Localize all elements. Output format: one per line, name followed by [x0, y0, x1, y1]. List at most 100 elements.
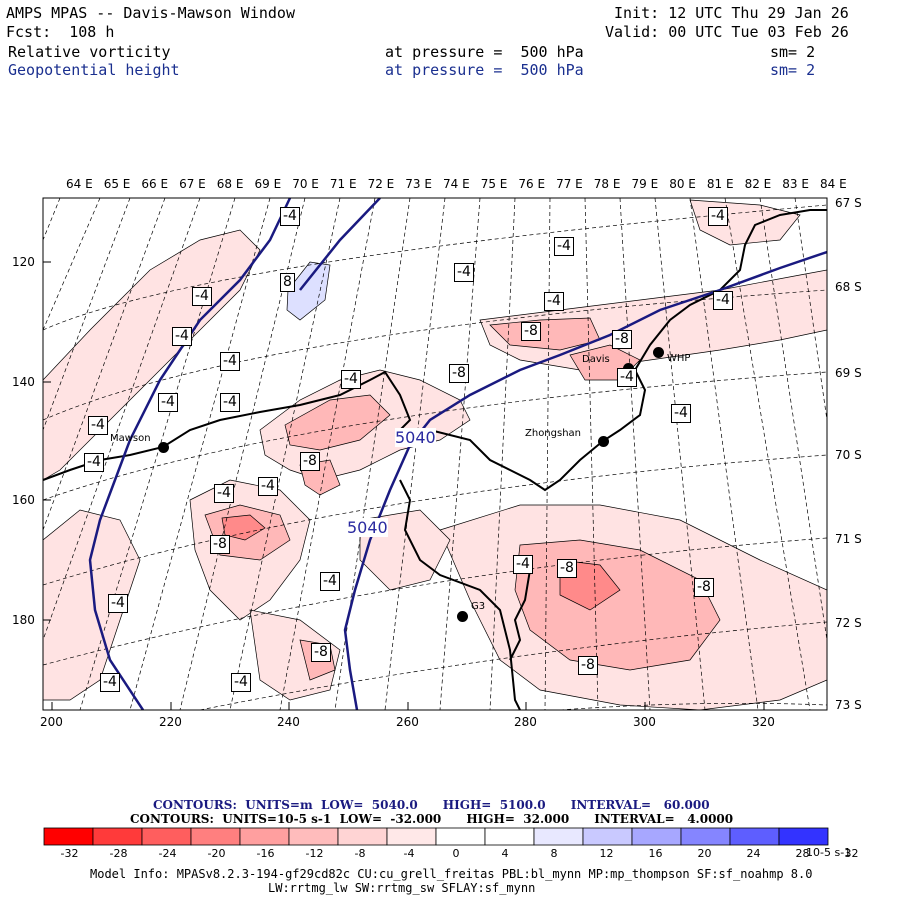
- latitude-label: 67 S: [835, 196, 862, 210]
- field2-smooth: sm= 2: [770, 61, 816, 79]
- longitude-label: 84 E: [820, 177, 847, 191]
- graticule: [43, 198, 827, 710]
- colorbar-segment: [337, 827, 388, 846]
- field1-smooth: sm= 2: [770, 43, 816, 61]
- latitude-label: 73 S: [835, 698, 862, 712]
- station-dot: [457, 611, 468, 622]
- longitude-label: 80 E: [669, 177, 696, 191]
- longitude-label: 71 E: [329, 177, 357, 191]
- vorticity-contour-label: -4: [108, 594, 128, 613]
- colorbar-segment: [729, 827, 780, 846]
- vorticity-contour-label: -8: [578, 656, 598, 675]
- field1-pressure: at pressure = 500 hPa: [385, 43, 584, 61]
- colorbar-tick: 12: [599, 847, 614, 860]
- longitude-label: 66 E: [141, 177, 169, 191]
- x-axis-label: 320: [752, 715, 775, 729]
- colorbar: [43, 827, 829, 846]
- vorticity-contour-label: -4: [220, 352, 240, 371]
- longitude-label: 72 E: [367, 177, 395, 191]
- field1-name: Relative vorticity: [8, 43, 171, 61]
- vorticity-contour-label: -4: [320, 572, 340, 591]
- x-axis-label: 200: [40, 715, 63, 729]
- vorticity-contour-label: -8: [449, 364, 469, 383]
- colorbar-segment: [190, 827, 241, 846]
- vorticity-contour-label: -4: [713, 291, 733, 310]
- colorbar-segment: [778, 827, 829, 846]
- station-label: G3: [471, 601, 486, 612]
- positive-vorticity-shading: [286, 261, 331, 321]
- colorbar-tick: -12: [305, 847, 324, 860]
- station-label: Zhongshan: [525, 428, 582, 439]
- vorticity-contour-label: -4: [158, 393, 178, 412]
- height-contour-info: CONTOURS: UNITS=m LOW= 5040.0 HIGH= 5100…: [153, 798, 710, 812]
- longitude-label: 81 E: [706, 177, 734, 191]
- longitude-label: 69 E: [254, 177, 282, 191]
- colorbar-tick: 16: [648, 847, 663, 860]
- x-axis-label: 220: [159, 715, 182, 729]
- latitude-label: 72 S: [835, 616, 862, 630]
- vorticity-contour-label: -8: [300, 452, 320, 471]
- colorbar-segment: [484, 827, 535, 846]
- height-contour-label: 5040: [347, 518, 388, 537]
- model-info-line1: Model Info: MPASv8.2.3-194-gf29cd82c CU:…: [90, 867, 813, 881]
- colorbar-unit: 10-5 s-1: [806, 846, 852, 859]
- colorbar-segment: [533, 827, 584, 846]
- colorbar-tick: -24: [158, 847, 177, 860]
- longitude-label: 75 E: [480, 177, 508, 191]
- longitude-label: 65 E: [103, 177, 131, 191]
- longitude-label: 67 E: [179, 177, 206, 191]
- x-axis-label: 300: [633, 715, 656, 729]
- colorbar-tick: 20: [697, 847, 712, 860]
- plot-frame: [42, 197, 828, 711]
- vorticity-contour-label: -4: [214, 484, 234, 503]
- field2-name: Geopotential height: [8, 61, 180, 79]
- vorticity-contour-label: -4: [513, 555, 533, 574]
- x-axis-label: 260: [396, 715, 419, 729]
- vorticity-contour-label: -4: [554, 237, 574, 256]
- vorticity-contour-label: -8: [210, 535, 230, 554]
- model-info-line2: LW:rrtmg_lw SW:rrtmg_sw SFLAY:sf_mynn: [268, 881, 536, 895]
- height-contour-label: 5040: [395, 428, 436, 447]
- vorticity-contour-label: -4: [88, 416, 108, 435]
- vorticity-contour-label: -4: [341, 370, 361, 389]
- y-axis-label: 180: [12, 613, 35, 627]
- init-time: Init: 12 UTC Thu 29 Jan 26: [614, 4, 849, 22]
- x-axis-label: 280: [514, 715, 537, 729]
- station-label: WHP: [667, 353, 691, 364]
- vorticity-contour-label: -4: [220, 393, 240, 412]
- colorbar-tick: 28: [795, 847, 810, 860]
- vorticity-contour-label: -4: [172, 327, 192, 346]
- colorbar-tick: -8: [354, 847, 366, 860]
- vorticity-contour-label: -8: [612, 330, 632, 349]
- y-axis-label: 160: [12, 493, 35, 507]
- vorticity-contour-label: -8: [694, 578, 714, 597]
- vorticity-contour-label: -4: [258, 477, 278, 496]
- y-axis-label: 120: [12, 255, 35, 269]
- longitude-label: 78 E: [593, 177, 621, 191]
- colorbar-tick: 8: [550, 847, 558, 860]
- station-label: Davis: [582, 354, 610, 365]
- field2-pressure: at pressure = 500 hPa: [385, 61, 584, 79]
- colorbar-segment: [386, 827, 437, 846]
- height-contours: [88, 198, 827, 710]
- station-label: Mawson: [110, 433, 151, 444]
- vorticity-contour-label: -4: [231, 673, 251, 692]
- colorbar-tick: 24: [746, 847, 761, 860]
- latitude-label: 68 S: [835, 280, 862, 294]
- colorbar-segment: [92, 827, 143, 846]
- longitude-label: 77 E: [556, 177, 583, 191]
- colorbar-tick: -20: [207, 847, 226, 860]
- colorbar-tick: 0: [452, 847, 460, 860]
- latitude-label: 70 S: [835, 448, 862, 462]
- vorticity-contour-label: -4: [617, 368, 637, 387]
- colorbar-segment: [435, 827, 486, 846]
- colorbar-tick: 4: [501, 847, 509, 860]
- colorbar-segment: [288, 827, 339, 846]
- longitude-label: 76 E: [518, 177, 546, 191]
- station-dot: [598, 436, 609, 447]
- colorbar-segment: [582, 827, 633, 846]
- colorbar-segment: [680, 827, 731, 846]
- vorticity-contour-label: -4: [280, 207, 300, 226]
- vorticity-contour-label: -4: [192, 287, 212, 306]
